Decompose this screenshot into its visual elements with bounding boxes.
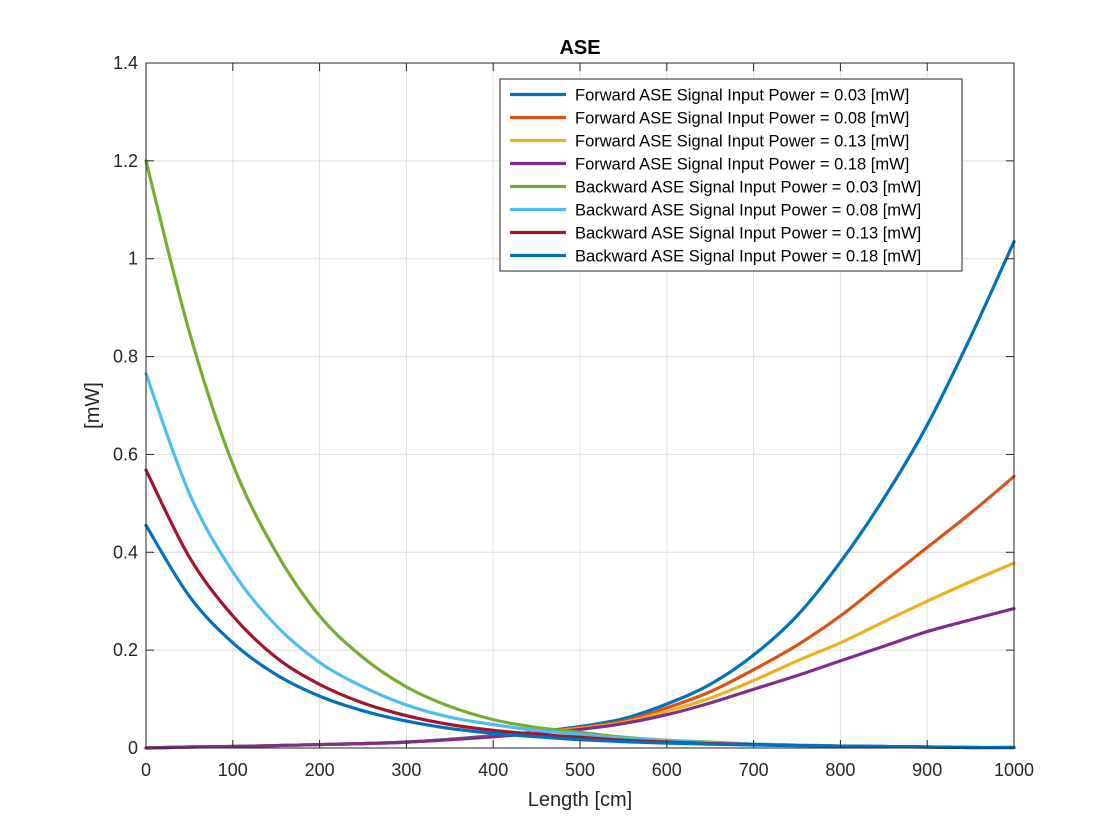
series-line-8 [144, 523, 1016, 750]
y-tick-label: 1 [128, 249, 138, 269]
legend-entry-2: Forward ASE Signal Input Power = 0.08 [m… [575, 110, 909, 128]
y-tick-label: 0.2 [113, 640, 138, 660]
x-tick-label: 300 [391, 760, 421, 780]
x-axis-label: Length [cm] [528, 789, 633, 811]
legend-entry-4: Forward ASE Signal Input Power = 0.18 [m… [575, 156, 909, 174]
x-tick-label: 600 [652, 760, 682, 780]
x-tick-label: 800 [825, 760, 855, 780]
x-tick-label: 100 [218, 760, 248, 780]
y-tick-label: 1.2 [113, 151, 138, 171]
x-tick-label: 700 [739, 760, 769, 780]
x-tick-label: 500 [565, 760, 595, 780]
y-axis-label: [mW] [82, 382, 104, 429]
ticks: 0 100 200 300 400 500 600 700 800 900 1000 0 0.2 0.4 0… [113, 53, 1034, 780]
legend: Forward ASE Signal Input Power = 0.03 [m… [499, 78, 963, 272]
x-tick-label: 400 [478, 760, 508, 780]
series-group [144, 159, 1016, 750]
x-tick-label: 900 [912, 760, 942, 780]
legend-entry-1: Forward ASE Signal Input Power = 0.03 [m… [575, 87, 909, 105]
chart-title: ASE [559, 37, 600, 59]
x-tick-label: 200 [305, 760, 335, 780]
series-line-4 [144, 606, 1016, 750]
legend-entry-6: Backward ASE Signal Input Power = 0.08 [… [575, 202, 921, 220]
x-tick-label: 1000 [994, 760, 1034, 780]
y-tick-label: 1.4 [113, 53, 138, 73]
legend-entry-8: Backward ASE Signal Input Power = 0.18 [… [575, 248, 921, 266]
y-tick-label: 0.6 [113, 444, 138, 464]
y-tick-label: 0.8 [113, 347, 138, 367]
y-tick-label: 0 [128, 738, 138, 758]
legend-box [499, 78, 963, 272]
legend-entry-5: Backward ASE Signal Input Power = 0.03 [… [575, 179, 921, 197]
legend-entry-7: Backward ASE Signal Input Power = 0.13 [… [575, 225, 921, 243]
legend-entry-3: Forward ASE Signal Input Power = 0.13 [m… [575, 133, 909, 151]
y-tick-label: 0.4 [113, 542, 138, 562]
x-tick-label: 0 [141, 760, 151, 780]
